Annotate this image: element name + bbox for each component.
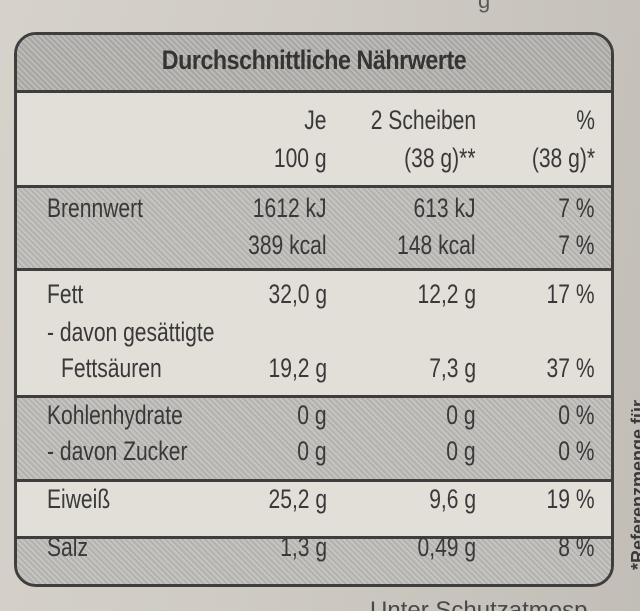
row-value-per-portion: 613 kJ — [413, 193, 476, 223]
row-value-percent: 17 % — [546, 279, 595, 309]
row-label: - davon Zucker — [47, 436, 188, 466]
header-col1-line1: Je — [304, 105, 327, 135]
title-bar: Durchschnittliche Nährwerte — [17, 35, 611, 93]
header-col2-line1: 2 Scheiben — [370, 105, 476, 135]
reference-note-vertical: *Referenzmenge für — [628, 80, 640, 590]
row-value-per-portion: 0 g — [446, 400, 476, 430]
row-value-per-100g: 1612 kJ — [253, 193, 327, 223]
row-label: Salz — [47, 532, 88, 562]
row-value-per-100g: 19,2 g — [268, 353, 327, 383]
row-label: - davon gesättigte — [47, 317, 215, 347]
header-col3-line2: (38 g)* — [531, 143, 595, 173]
header-col1-line2: 100 g — [274, 143, 327, 173]
row-value-percent: 0 % — [558, 400, 595, 430]
row-value-percent: 19 % — [546, 484, 595, 514]
row-value-per-portion: 7,3 g — [429, 353, 476, 383]
row-label: Brennwert — [47, 193, 143, 223]
row-label: Fettsäuren — [61, 353, 162, 383]
fat-band — [17, 268, 611, 395]
row-value-per-portion: 0,49 g — [417, 532, 476, 562]
row-value-per-portion: 0 g — [446, 436, 476, 466]
cropped-top-text: g — [478, 0, 491, 13]
row-value-percent: 8 % — [558, 532, 595, 562]
row-value-per-100g: 0 g — [297, 436, 327, 466]
row-value-percent: 37 % — [546, 353, 595, 383]
row-value-percent: 7 % — [558, 193, 595, 223]
header-band — [17, 93, 611, 185]
row-label: Eiweiß — [47, 484, 111, 514]
row-value-per-portion: 9,6 g — [429, 484, 476, 514]
header-col3-line1: % — [576, 105, 595, 135]
salt-band — [17, 536, 611, 584]
row-label: Fett — [47, 279, 84, 309]
table-title: Durchschnittliche Nährwerte — [161, 45, 467, 75]
header-col2-line2: (38 g)** — [404, 143, 476, 173]
carbohydrate-band — [17, 395, 611, 479]
row-value-per-portion: 148 kcal — [397, 230, 476, 260]
row-value-percent: 0 % — [558, 436, 595, 466]
row-value-percent: 7 % — [558, 230, 595, 260]
nutrition-table: Durchschnittliche Nährwerte Je 100 g 2 S… — [14, 32, 614, 587]
protein-band — [17, 479, 611, 536]
energy-band — [17, 185, 611, 268]
row-value-per-portion: 12,2 g — [417, 279, 476, 309]
row-value-per-100g: 25,2 g — [268, 484, 327, 514]
row-label: Kohlenhydrate — [47, 400, 183, 430]
reference-note-text: *Referenzmenge für — [628, 399, 640, 570]
row-value-per-100g: 1,3 g — [280, 532, 327, 562]
row-value-per-100g: 0 g — [297, 400, 327, 430]
row-value-per-100g: 389 kcal — [248, 230, 327, 260]
cropped-bottom-text: Unter Schutzatmosp — [370, 597, 588, 611]
row-value-per-100g: 32,0 g — [268, 279, 327, 309]
